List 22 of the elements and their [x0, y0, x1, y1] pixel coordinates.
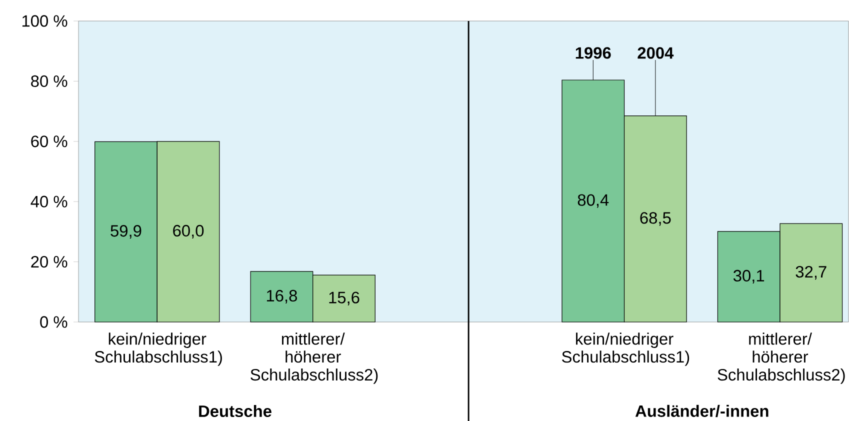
text: Ausländer/-innen — [635, 404, 768, 418]
data-label: 16,8 — [266, 290, 297, 304]
x-tick-label: kein/niedriger Schulabschluss1) — [94, 332, 222, 366]
data-label: 32,7 — [796, 266, 826, 280]
data-label: 59,9 — [110, 225, 142, 239]
text: Deutsche — [199, 404, 272, 418]
y-tick-label: 0 % — [40, 316, 68, 328]
y-tick-label: 60 % — [31, 136, 68, 148]
x-tick-label: mittlerer/ höherer Schulabschluss2) — [250, 332, 378, 384]
y-tick-label: 20 % — [31, 256, 68, 268]
y-tick-label: 40 % — [30, 196, 68, 208]
data-label: 68,5 — [640, 212, 671, 226]
text: 2004 — [638, 47, 674, 59]
data-label: 30,1 — [733, 270, 764, 284]
y-tick-label: 80 % — [31, 75, 68, 88]
data-label: 15,6 — [329, 292, 360, 306]
y-tick-label: 100 % — [22, 15, 68, 27]
x-tick-label: mittlerer/ höherer Schulabschluss2) — [718, 332, 845, 384]
series-label: 1996 — [576, 47, 611, 59]
data-label: 80,4 — [578, 194, 609, 208]
data-label: 60,0 — [173, 224, 204, 238]
x-tick-label: kein/niedriger Schulabschluss1) — [562, 332, 690, 366]
